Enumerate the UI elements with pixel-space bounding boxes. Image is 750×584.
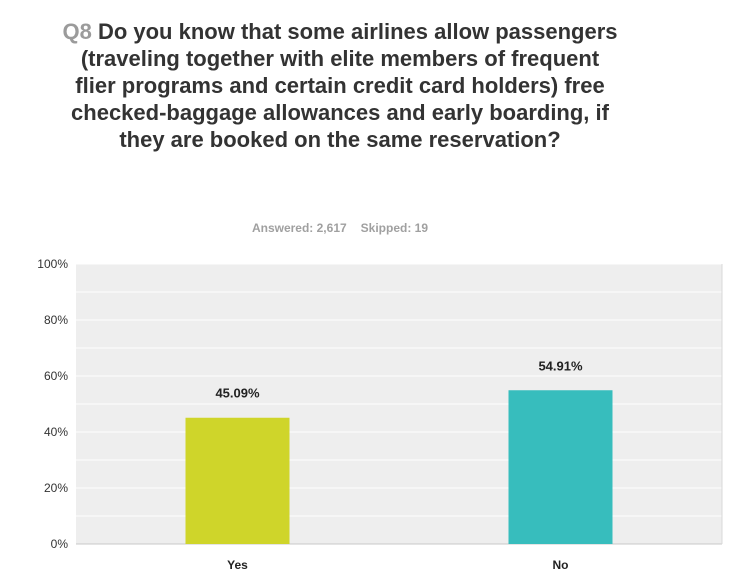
x-tick-label-yes: Yes bbox=[227, 558, 248, 572]
x-tick-label-no: No bbox=[553, 558, 569, 572]
y-tick-label: 0% bbox=[51, 537, 69, 551]
bar-yes bbox=[185, 417, 290, 544]
y-tick-label: 20% bbox=[44, 481, 68, 495]
question-number: Q8 bbox=[62, 19, 92, 44]
question-text: Do you know that some airlines allow pas… bbox=[71, 19, 618, 152]
y-tick-label: 60% bbox=[44, 369, 68, 383]
y-tick-label: 100% bbox=[37, 257, 68, 271]
data-label-yes: 45.09% bbox=[215, 386, 260, 401]
gridlines bbox=[76, 263, 723, 545]
answered-count: Answered: 2,617 bbox=[251, 221, 347, 235]
data-label-no: 54.91% bbox=[538, 358, 583, 373]
bar-no bbox=[508, 390, 613, 544]
x-axis: Yes No bbox=[227, 558, 568, 572]
y-tick-label: 40% bbox=[44, 425, 68, 439]
chart-title: Q8 Do you know that some airlines allow … bbox=[60, 18, 620, 153]
bars: 45.09% 54.91% bbox=[185, 358, 613, 544]
response-stats: Answered: 2,617 Skipped: 19 bbox=[0, 221, 680, 235]
y-tick-label: 80% bbox=[44, 313, 68, 327]
y-axis: 0% 20% 40% 60% 80% 100% bbox=[37, 257, 68, 551]
skipped-count: Skipped: 19 bbox=[360, 221, 429, 235]
